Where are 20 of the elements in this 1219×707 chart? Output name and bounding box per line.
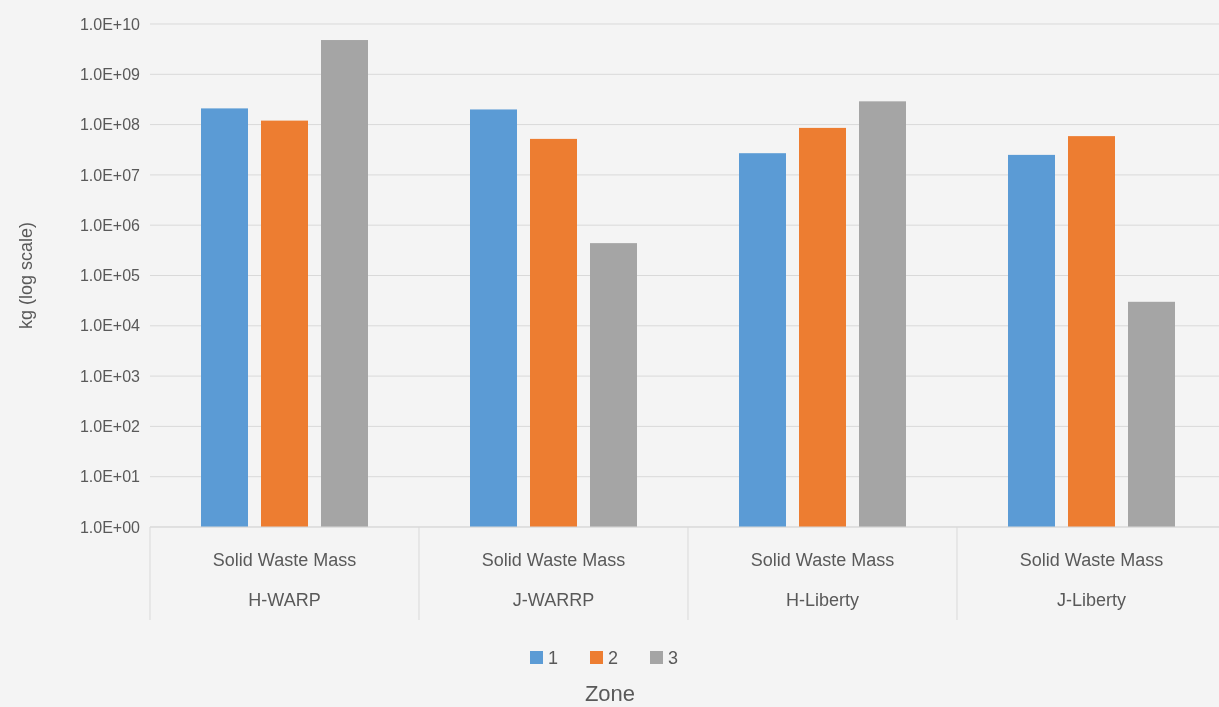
x-tick-label: Solid Waste Mass J-WARRP (481, 550, 626, 610)
y-tick-label: 1.0E+10 (79, 15, 141, 33)
x-tick-label: Solid Waste Mass J-Liberty (1019, 550, 1164, 610)
y-tick-label: 1.0E+02 (79, 418, 141, 436)
y-tick-label: 1.0E+05 (79, 267, 141, 285)
legend-label: 3 (668, 648, 679, 668)
y-tick-label: 1.0E+09 (79, 65, 141, 83)
y-axis-title: kg (log scale) (16, 221, 36, 330)
y-tick-label: 1.0E+00 (79, 518, 141, 536)
legend-label: 1 (548, 648, 559, 668)
y-tick-label: 1.0E+06 (79, 216, 141, 234)
y-tick-label: 1.0E+08 (79, 116, 141, 134)
x-tick-label: Solid Waste Mass H-WARP (212, 550, 357, 610)
x-axis-title: Zone (584, 681, 636, 706)
x-tick-label: Solid Waste Mass H-Liberty (750, 550, 895, 610)
y-tick-label: 1.0E+01 (79, 468, 141, 486)
legend-label: 2 (608, 648, 619, 668)
y-tick-label: 1.0E+03 (79, 367, 141, 385)
y-tick-label: 1.0E+07 (79, 166, 141, 184)
y-tick-label: 1.0E+04 (79, 317, 141, 335)
